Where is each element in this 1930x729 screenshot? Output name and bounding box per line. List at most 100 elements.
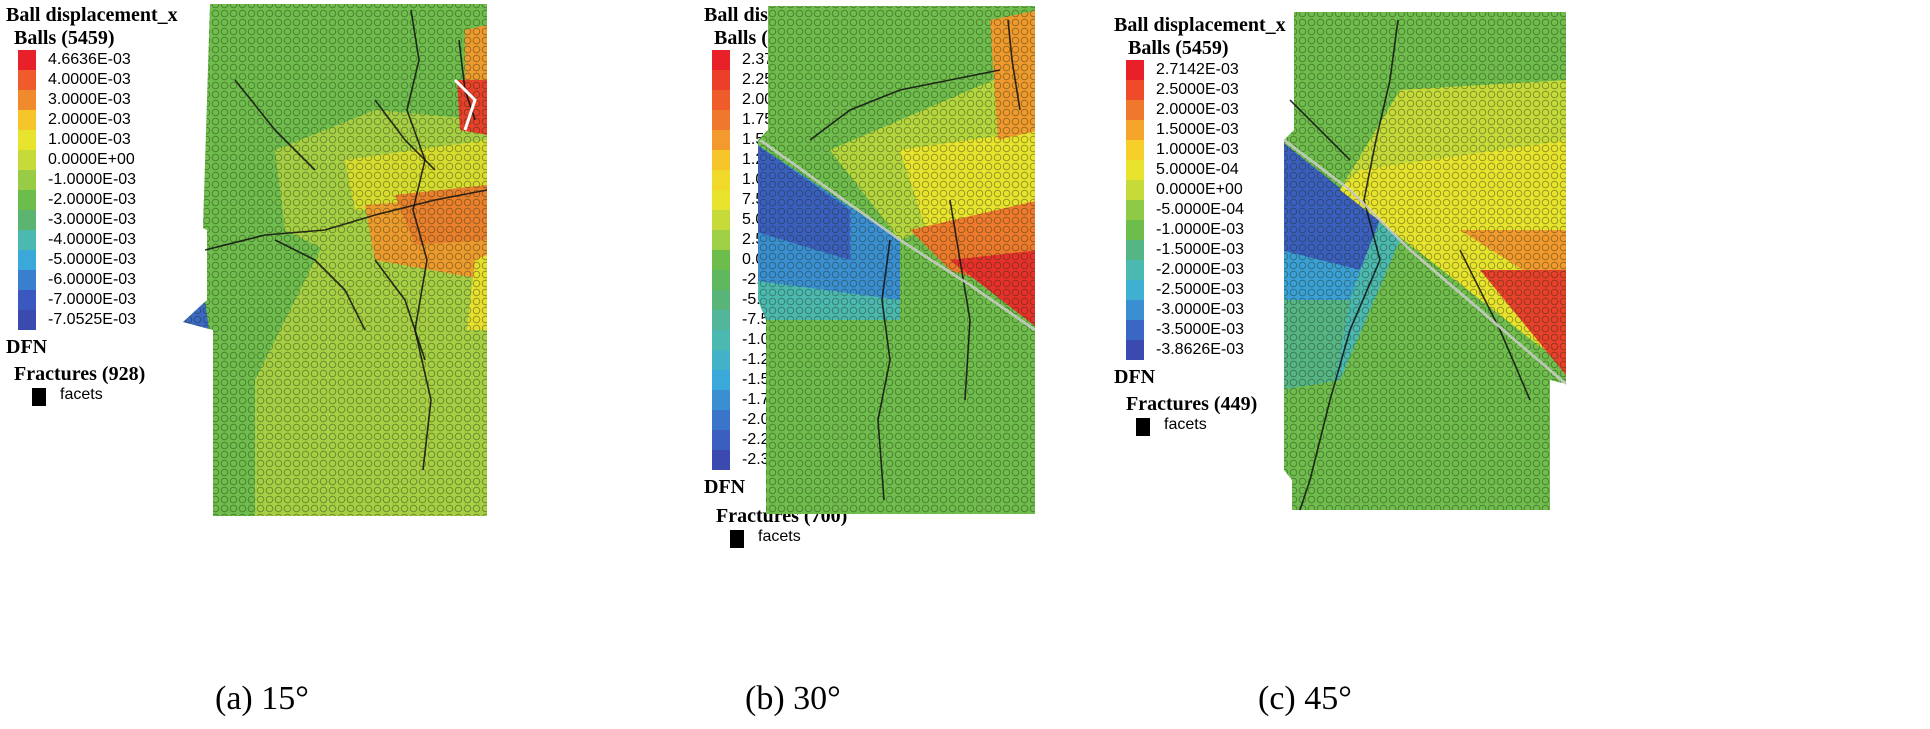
legend-entry: -6.0000E-03 bbox=[18, 270, 178, 290]
legend-value: -7.0000E-03 bbox=[48, 291, 137, 308]
legend-c: Ball displacement_x Balls (5459) 2.7142E… bbox=[1114, 14, 1286, 438]
legend-entry: -2.0000E-03 bbox=[1126, 260, 1286, 280]
dfn-label: DFN bbox=[6, 336, 48, 358]
legend-value: -1.0000E-03 bbox=[48, 171, 137, 188]
facets-label: facets bbox=[1164, 416, 1207, 433]
legend-swatch bbox=[1126, 320, 1144, 340]
legend-swatch bbox=[1126, 100, 1144, 120]
legend-entry: -5.0000E-03 bbox=[18, 250, 178, 270]
legend-value: -3.0000E-03 bbox=[48, 211, 137, 228]
facets-swatch bbox=[32, 388, 46, 406]
legend-swatch bbox=[712, 170, 730, 190]
dfn-label: DFN bbox=[704, 476, 746, 498]
legend-value: -5.0000E-04 bbox=[1156, 201, 1245, 218]
legend-value: -5.0000E-03 bbox=[48, 251, 137, 268]
legend-swatch bbox=[1126, 120, 1144, 140]
legend-swatch bbox=[18, 150, 36, 170]
legend-entry: 2.5000E-03 bbox=[1126, 80, 1286, 100]
legend-swatch bbox=[712, 390, 730, 410]
legend-value: 4.6636E-03 bbox=[48, 51, 131, 68]
balls-label: Balls (5459) bbox=[14, 27, 115, 49]
legend-swatch bbox=[712, 130, 730, 150]
legend-swatch bbox=[18, 270, 36, 290]
legend-entry: 1.0000E-03 bbox=[18, 130, 178, 150]
facets-legend: facets bbox=[1136, 416, 1286, 438]
legend-swatch bbox=[712, 90, 730, 110]
legend-value: 5.0000E-04 bbox=[1156, 161, 1239, 178]
legend-swatch bbox=[712, 210, 730, 230]
facets-label: facets bbox=[60, 386, 103, 403]
legend-swatch bbox=[1126, 240, 1144, 260]
caption-a: (a) 15° bbox=[215, 680, 309, 717]
legend-swatch bbox=[712, 410, 730, 430]
panel-c: Ball displacement_x Balls (5459) 2.7142E… bbox=[1114, 0, 1930, 729]
legend-swatch bbox=[1126, 200, 1144, 220]
legend-value: -6.0000E-03 bbox=[48, 271, 137, 288]
legend-entry: -3.5000E-03 bbox=[1126, 320, 1286, 340]
legend-value: -7.0525E-03 bbox=[48, 311, 137, 328]
legend-entry: -7.0000E-03 bbox=[18, 290, 178, 310]
legend-value: -3.0000E-03 bbox=[1156, 301, 1245, 318]
legend-swatch bbox=[1126, 280, 1144, 300]
legend-entry: 2.0000E-03 bbox=[1126, 100, 1286, 120]
caption-c: (c) 45° bbox=[1258, 680, 1352, 717]
legend-swatch bbox=[712, 70, 730, 90]
legend-entry: -1.0000E-03 bbox=[1126, 220, 1286, 240]
legend-swatch bbox=[18, 130, 36, 150]
legend-swatch bbox=[712, 270, 730, 290]
legend-swatch bbox=[1126, 140, 1144, 160]
legend-swatch bbox=[712, 110, 730, 130]
facets-label: facets bbox=[758, 528, 801, 545]
legend-entries: 4.6636E-03 4.0000E-03 3.0000E-03 2.0000E-03… bbox=[18, 50, 178, 330]
legend-value: -2.0000E-03 bbox=[48, 191, 137, 208]
legend-value: 3.0000E-03 bbox=[48, 91, 131, 108]
specimen-c bbox=[1283, 12, 1567, 511]
legend-swatch bbox=[712, 190, 730, 210]
legend-entry: -1.0000E-03 bbox=[18, 170, 178, 190]
legend-entry: 2.0000E-03 bbox=[18, 110, 178, 130]
legend-title: Ball displacement_x bbox=[6, 4, 178, 26]
legend-entry: 1.5000E-03 bbox=[1126, 120, 1286, 140]
legend-value: -1.5000E-03 bbox=[1156, 241, 1245, 258]
legend-swatch bbox=[18, 170, 36, 190]
balls-label: Balls (5459) bbox=[1128, 37, 1229, 59]
legend-entry: 1.0000E-03 bbox=[1126, 140, 1286, 160]
specimen-a bbox=[183, 4, 488, 516]
legend-entry: -2.0000E-03 bbox=[18, 190, 178, 210]
legend-value: 2.7142E-03 bbox=[1156, 61, 1239, 78]
legend-value: 4.0000E-03 bbox=[48, 71, 131, 88]
legend-entry: -1.5000E-03 bbox=[1126, 240, 1286, 260]
legend-title: Ball displacement_x bbox=[1114, 14, 1286, 36]
legend-entry: -3.0000E-03 bbox=[1126, 300, 1286, 320]
legend-swatch bbox=[18, 90, 36, 110]
legend-swatch bbox=[712, 50, 730, 70]
legend-entry: 0.0000E+00 bbox=[1126, 180, 1286, 200]
legend-swatch bbox=[18, 70, 36, 90]
legend-entry: -2.5000E-03 bbox=[1126, 280, 1286, 300]
legend-value: 0.0000E+00 bbox=[1156, 181, 1243, 198]
legend-swatch bbox=[1126, 160, 1144, 180]
fractures-label: Fractures (449) bbox=[1126, 393, 1258, 415]
legend-swatch bbox=[18, 210, 36, 230]
legend-value: 0.0000E+00 bbox=[48, 151, 135, 168]
fractures-label: Fractures (928) bbox=[14, 363, 146, 385]
legend-swatch bbox=[1126, 80, 1144, 100]
legend-swatch bbox=[712, 310, 730, 330]
legend-swatch bbox=[712, 330, 730, 350]
legend-swatch bbox=[1126, 220, 1144, 240]
legend-swatch bbox=[712, 230, 730, 250]
legend-value: -1.0000E-03 bbox=[1156, 221, 1245, 238]
legend-swatch bbox=[712, 350, 730, 370]
legend-swatch bbox=[712, 150, 730, 170]
legend-swatch bbox=[712, 370, 730, 390]
legend-value: 2.0000E-03 bbox=[1156, 101, 1239, 118]
legend-swatch bbox=[712, 290, 730, 310]
legend-swatch bbox=[18, 50, 36, 70]
legend-swatch bbox=[18, 190, 36, 210]
legend-swatch bbox=[1126, 260, 1144, 280]
facets-legend: facets bbox=[730, 528, 876, 550]
legend-entry: -4.0000E-03 bbox=[18, 230, 178, 250]
legend-entry: -3.0000E-03 bbox=[18, 210, 178, 230]
legend-swatch bbox=[18, 110, 36, 130]
legend-entry: 4.6636E-03 bbox=[18, 50, 178, 70]
